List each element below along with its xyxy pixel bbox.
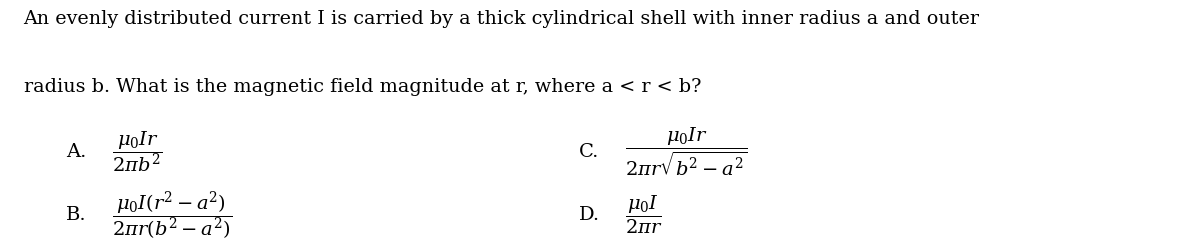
Text: An evenly distributed current I is carried by a thick cylindrical shell with inn: An evenly distributed current I is carri… [24, 10, 979, 28]
Text: A.: A. [66, 143, 86, 161]
Text: $\dfrac{\mu_0 I(r^2 - a^2)}{2\pi r(b^2 - a^2)}$: $\dfrac{\mu_0 I(r^2 - a^2)}{2\pi r(b^2 -… [112, 189, 233, 242]
Text: $\dfrac{\mu_0 Ir}{2\pi r\sqrt{b^2 - a^2}}$: $\dfrac{\mu_0 Ir}{2\pi r\sqrt{b^2 - a^2}… [625, 125, 748, 178]
Text: C.: C. [578, 143, 599, 161]
Text: $\dfrac{\mu_0 I}{2\pi r}$: $\dfrac{\mu_0 I}{2\pi r}$ [625, 194, 662, 236]
Text: B.: B. [66, 206, 86, 224]
Text: radius b. What is the magnetic field magnitude at r, where a < r < b?: radius b. What is the magnetic field mag… [24, 78, 701, 96]
Text: D.: D. [578, 206, 600, 224]
Text: $\dfrac{\mu_0 Ir}{2\pi b^2}$: $\dfrac{\mu_0 Ir}{2\pi b^2}$ [112, 129, 162, 174]
